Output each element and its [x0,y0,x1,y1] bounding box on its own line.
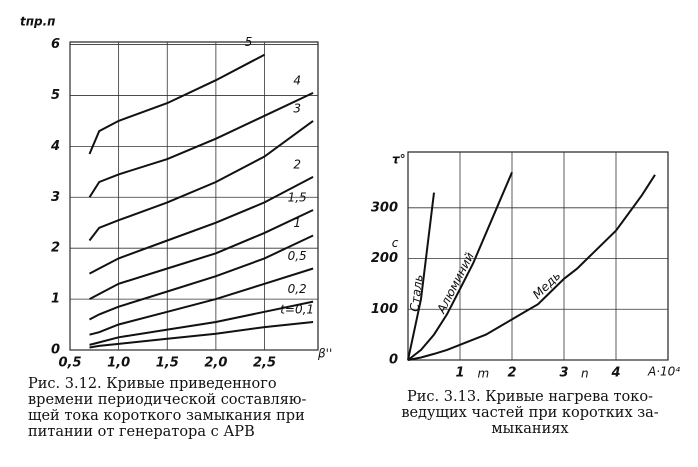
curve-label: 3 [293,101,301,115]
caption-line: Рис. 3.13. Кривые нагрева токо- [407,389,653,405]
curve-label: t=0,1 [280,303,314,317]
curve-label: 0,2 [288,282,307,296]
x-tick-label: 2,5 [253,356,276,371]
x-tick-label: 4 [610,366,620,381]
y-tick-label: 0 [389,353,398,368]
annotation: m [478,367,490,381]
annotation: c [392,236,399,250]
y-tick-label: 1 [51,292,60,307]
curve-label: 1 [293,216,301,230]
x-tick-label: 1,5 [156,356,179,371]
curve-label: 2 [293,157,301,171]
y-tick-label: 200 [371,251,398,266]
curve [89,321,314,349]
plot-frame [407,151,669,361]
y-tick-label: 2 [51,241,60,256]
y-axis-label: τ° [392,153,406,167]
x-tick-label: 0,5 [58,356,81,371]
x-tick-label: 1,0 [107,356,130,371]
x-tick-label: 1 [455,366,464,381]
curve-label: Сталь [407,274,425,313]
curve-label: 4 [293,73,301,87]
caption-line: ведущих частей при коротких за- [401,405,658,421]
curve-label: 5 [245,35,253,49]
y-tick-label: 3 [51,190,60,205]
chart: 0,5 1,0 1,5 2,0 2,5 0 1 2 3 4 5 6 tпр.п β'' 5 4 3 2 1,5 1 0,… [20,15,332,441]
curve [88,91,314,198]
x-tick-label: 2,0 [204,356,227,371]
curve [407,171,513,361]
y-tick-label: 4 [50,139,60,154]
curve [88,120,314,242]
caption-line: Рис. 3.12. Кривые приведенного [28,376,277,392]
caption-line: питании от генератора с АРВ [28,424,255,440]
y-tick-label: 100 [371,302,398,317]
curve [407,174,656,361]
annotation: n [581,367,589,381]
y-tick-label: 300 [371,200,398,215]
curve [407,192,435,361]
curve [89,267,314,336]
x-axis-label: β'' [317,347,332,361]
caption-line: щей тока короткого замыкания при [28,408,305,424]
y-tick-label: 6 [51,37,60,52]
curve [88,53,265,155]
caption-line: времени периодической составляю- [28,392,306,408]
curve [89,176,314,275]
x-tick-label: 2 [507,366,516,381]
x-tick-label: 3 [559,366,568,381]
curve [89,234,314,321]
y-axis-label: tпр.п [20,15,55,29]
curve-label: 0,5 [288,249,307,263]
y-tick-label: 5 [51,88,60,103]
curve-label: 1,5 [288,191,307,205]
x-axis-label: A·10⁴ [647,365,680,379]
caption-line: мыканиях [491,421,568,437]
curve-label: Алюминий [434,250,477,316]
curve [89,300,314,346]
curve [89,209,314,300]
y-tick-label: 0 [51,343,60,358]
